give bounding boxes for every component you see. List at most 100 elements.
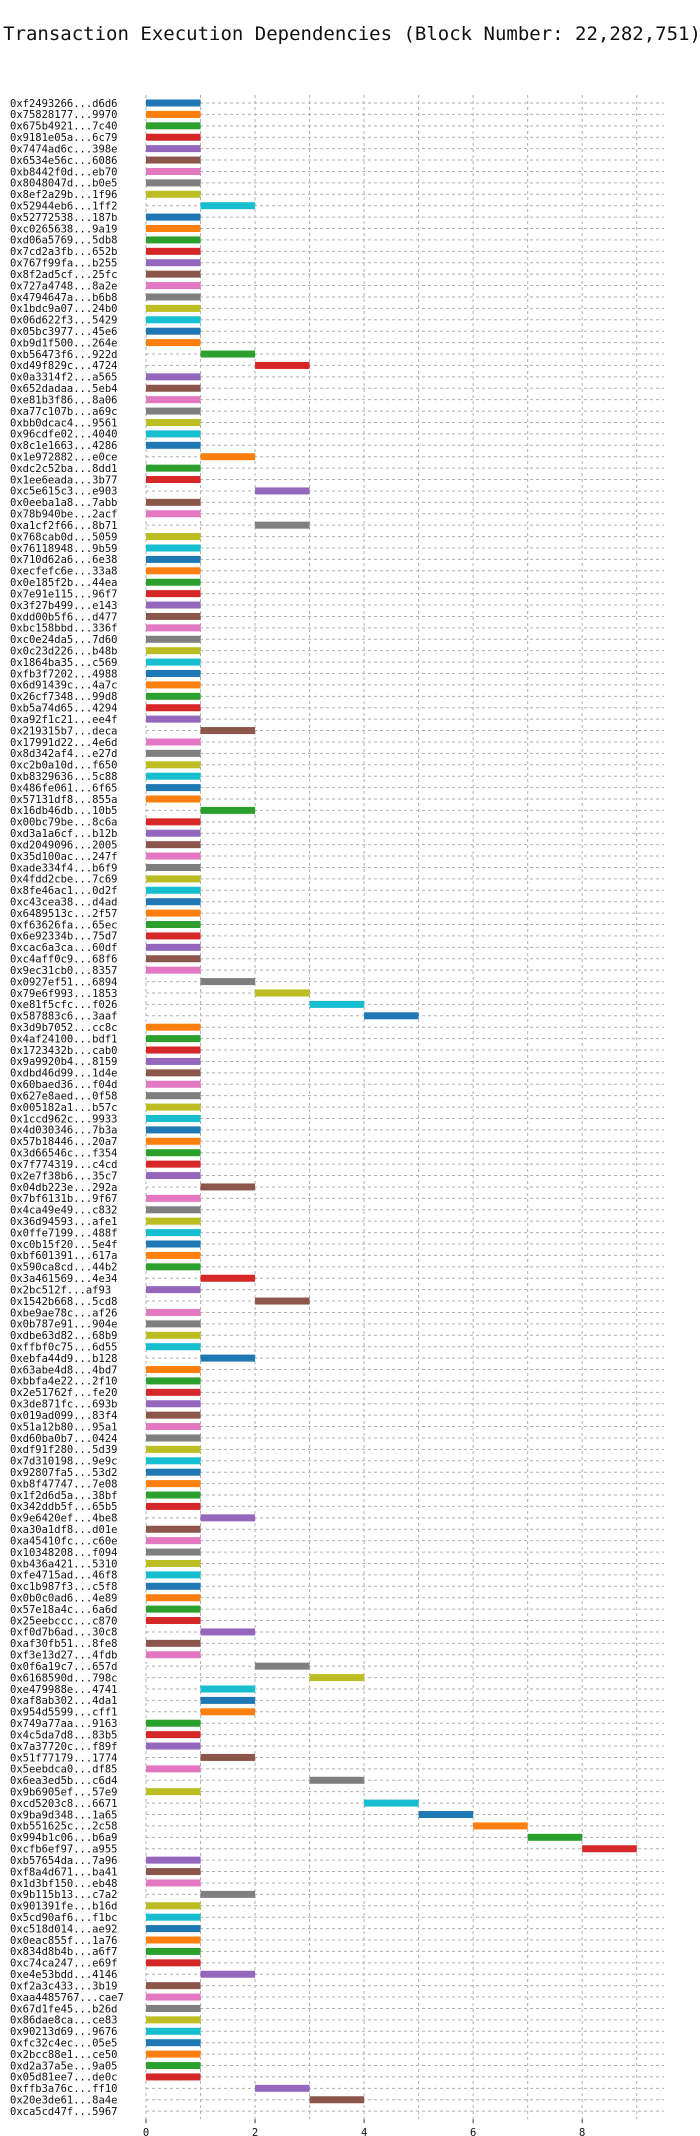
transaction-bar (146, 567, 201, 575)
transaction-bar (146, 1491, 201, 1499)
transaction-bar (146, 1377, 201, 1385)
transaction-label: 0xc74ca247...e69f (10, 1958, 117, 1970)
transaction-bar (200, 1183, 256, 1191)
transaction-label: 0x1d3bf150...eb48 (10, 1878, 117, 1890)
transaction-label: 0x1ee6eada...3b77 (10, 474, 117, 486)
transaction-bar (146, 464, 201, 472)
transaction-bar (146, 1594, 201, 1602)
transaction-label: 0xffb3a76c...ff10 (10, 2083, 117, 2095)
transaction-bar (146, 418, 201, 426)
transaction-bar (473, 1822, 528, 1830)
transaction-bar (146, 841, 201, 849)
transaction-bar (146, 190, 201, 198)
transaction-label: 0xb57654da...7a96 (10, 1855, 117, 1867)
transaction-label: 0x6ea3ed5b...c6d4 (10, 1775, 117, 1787)
transaction-label: 0xebfa44d9...b128 (10, 1353, 117, 1365)
transaction-label: 0x16db46db...10b5 (10, 805, 117, 817)
transaction-label: 0xd2a37a5e...9a05 (10, 2060, 117, 2072)
transaction-label: 0x20e3de61...8a4e (10, 2095, 117, 2107)
transaction-label: 0x768cab0d...5059 (10, 531, 117, 543)
transaction-bar (146, 863, 201, 871)
transaction-label: 0x8d342af4...e27d (10, 748, 117, 760)
transaction-label: 0xffbf0c75...6d55 (10, 1341, 117, 1353)
transaction-label: 0xa45410fc...c60e (10, 1535, 117, 1547)
transaction-label: 0xc4aff0c9...68f6 (10, 954, 117, 966)
transaction-bar (255, 1297, 310, 1305)
transaction-bar (146, 282, 201, 290)
transaction-label: 0x652dadaa...5eb4 (10, 383, 117, 395)
transaction-label: 0xc0265638...9a19 (10, 223, 117, 235)
transaction-bar (146, 1411, 201, 1419)
transaction-bar (146, 658, 201, 666)
transaction-label: 0xb5a74d65...4294 (10, 703, 117, 715)
transaction-label: 0x17991d22...4e6d (10, 737, 117, 749)
transaction-bar (146, 1913, 201, 1921)
transaction-label: 0x3d66546c...f354 (10, 1148, 117, 1160)
transaction-label: 0x5eebdca0...df85 (10, 1764, 117, 1776)
transaction-label: 0x6534e56c...6086 (10, 155, 117, 167)
transaction-label: 0x78b940be...2acf (10, 509, 117, 521)
transaction-bar (200, 1970, 256, 1978)
transaction-bar (146, 943, 201, 951)
transaction-label: 0x1e972882...e0ce (10, 452, 117, 464)
transaction-label: 0x8048047d...b0e5 (10, 178, 117, 190)
transaction-label: 0xaf8ab302...4da1 (10, 1695, 117, 1707)
transaction-bar (146, 681, 201, 689)
transaction-bar (146, 1582, 201, 1590)
transaction-label: 0x05d81ee7...de0c (10, 2072, 117, 2084)
transaction-label: 0x57e18a4c...6a6d (10, 1604, 117, 1616)
transaction-bar (146, 2039, 201, 2047)
transaction-bar (146, 1388, 201, 1396)
transaction-bar (200, 727, 256, 735)
transaction-label: 0x0b0c0ad6...4e89 (10, 1593, 117, 1605)
transaction-label: 0x52944eb6...1ff2 (10, 200, 117, 212)
transaction-label: 0x9181e05a...6c79 (10, 132, 117, 144)
transaction-bar (146, 784, 201, 792)
transaction-label: 0x52772538...187b (10, 212, 117, 224)
transaction-bar (255, 1662, 310, 1670)
transaction-bar (146, 1069, 201, 1077)
transaction-bar (146, 612, 201, 620)
transaction-bar (146, 1114, 201, 1122)
transaction-label: 0x994b1c06...b6a9 (10, 1832, 117, 1844)
transaction-label: 0x7d310198...9e9c (10, 1456, 117, 1468)
transaction-label: 0x25eebccc...c870 (10, 1615, 117, 1627)
transaction-label: 0x06d622f3...5429 (10, 315, 117, 327)
transaction-label: 0x587883c6...3aaf (10, 1011, 117, 1023)
transaction-bar (146, 1308, 201, 1316)
transaction-bar (146, 749, 201, 757)
transaction-bar (200, 1753, 256, 1761)
transaction-label: 0xb8f47747...7e08 (10, 1478, 117, 1490)
transaction-bar (146, 898, 201, 906)
transaction-bar (146, 1925, 201, 1933)
transaction-bar (146, 145, 201, 153)
transaction-label: 0xf63626fa...65ec (10, 919, 117, 931)
transaction-label: 0xd49f829c...4724 (10, 360, 117, 372)
transaction-bar (146, 1959, 201, 1967)
transaction-bar (146, 738, 201, 746)
transaction-label: 0x9ec31cb0...8357 (10, 965, 117, 977)
transaction-label: 0x63abe4d8...4bd7 (10, 1364, 117, 1376)
transaction-label: 0x79e6f993...1853 (10, 988, 117, 1000)
transaction-bar (146, 373, 201, 381)
transaction-bar (146, 875, 201, 883)
transaction-label: 0xa30a1df8...d01e (10, 1524, 117, 1536)
transaction-bar (146, 327, 201, 335)
transaction-label: 0x0e185f2b...44ea (10, 577, 117, 589)
transaction-label: 0x3f27b499...e143 (10, 600, 117, 612)
transaction-bar (146, 1046, 201, 1054)
transaction-label: 0xb8329636...5c88 (10, 771, 117, 783)
transaction-label: 0x749a77aa...9163 (10, 1718, 117, 1730)
transaction-label: 0x8c1e1663...4286 (10, 440, 117, 452)
transaction-label: 0x7e91e115...96f7 (10, 588, 117, 600)
transaction-bar (146, 1468, 201, 1476)
transaction-bar (146, 2027, 201, 2035)
transaction-bar (200, 1628, 256, 1636)
transaction-bar (146, 1879, 201, 1887)
transaction-label: 0xc0b15f20...5e4f (10, 1239, 117, 1251)
transaction-bar (146, 430, 201, 438)
transaction-label: 0x9b115b13...c7a2 (10, 1889, 117, 1901)
transaction-bar (146, 1719, 201, 1727)
transaction-label: 0x590ca8cd...44b2 (10, 1262, 117, 1274)
